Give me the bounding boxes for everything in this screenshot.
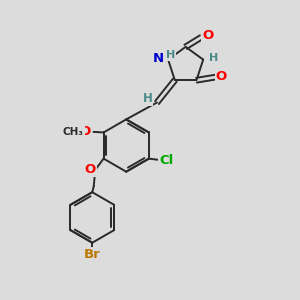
Text: CH₃: CH₃ bbox=[63, 127, 84, 136]
Text: O: O bbox=[202, 29, 213, 42]
Text: H: H bbox=[209, 53, 218, 63]
Text: Br: Br bbox=[84, 248, 101, 261]
Text: H: H bbox=[142, 92, 152, 105]
Text: O: O bbox=[216, 70, 227, 83]
Text: N: N bbox=[153, 52, 164, 65]
Text: O: O bbox=[80, 125, 91, 138]
Text: O: O bbox=[85, 164, 96, 176]
Text: H: H bbox=[166, 50, 175, 60]
Text: N: N bbox=[207, 52, 218, 65]
Text: Cl: Cl bbox=[159, 154, 173, 166]
